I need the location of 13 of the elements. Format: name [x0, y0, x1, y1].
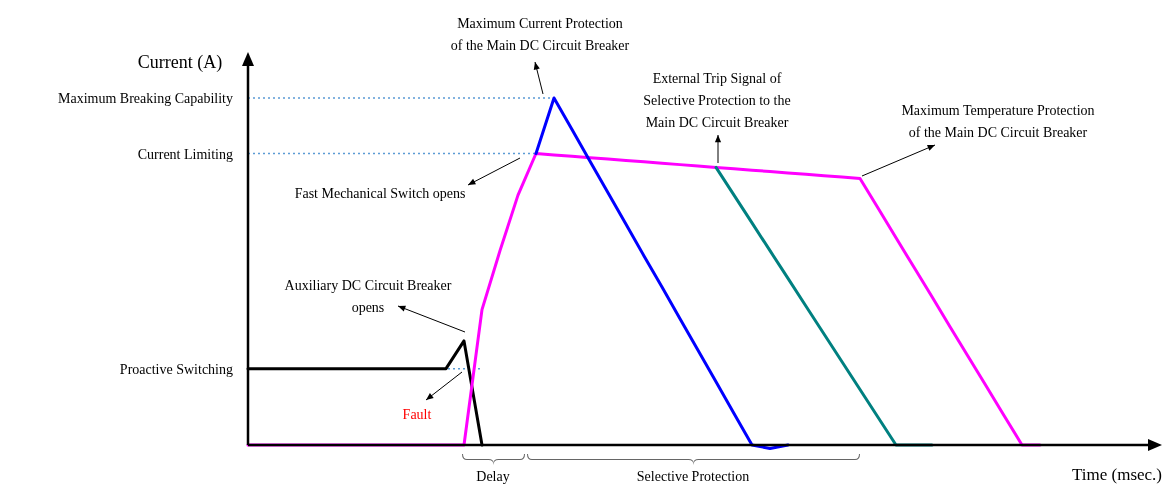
x-axis-title: Time (msec.) [1071, 465, 1162, 484]
annotation: Fault [402, 407, 432, 422]
annotation: Auxiliary DC Circuit Breaker opens [284, 278, 452, 315]
annotation: Fast Mechanical Switch opens [294, 186, 466, 201]
text: Maximum Current Protection of the Main DC Circuit Breaker [450, 16, 630, 53]
annotation: Maximum Temperature Protection of the Main DC Circuit Breaker [901, 103, 1095, 140]
ref-line-label: Proactive Switching [119, 361, 233, 377]
ref-line-label: Maximum Breaking Capability [58, 91, 233, 106]
ref-line-label: Current Limiting [137, 146, 233, 162]
y-axis-title: Current (A) [137, 52, 223, 73]
annotation: External Trip Signal of Selective Protection to the Main DC Circuit Breaker [643, 71, 791, 130]
text: Delay [476, 469, 510, 484]
text: Selective Protection [636, 469, 750, 484]
